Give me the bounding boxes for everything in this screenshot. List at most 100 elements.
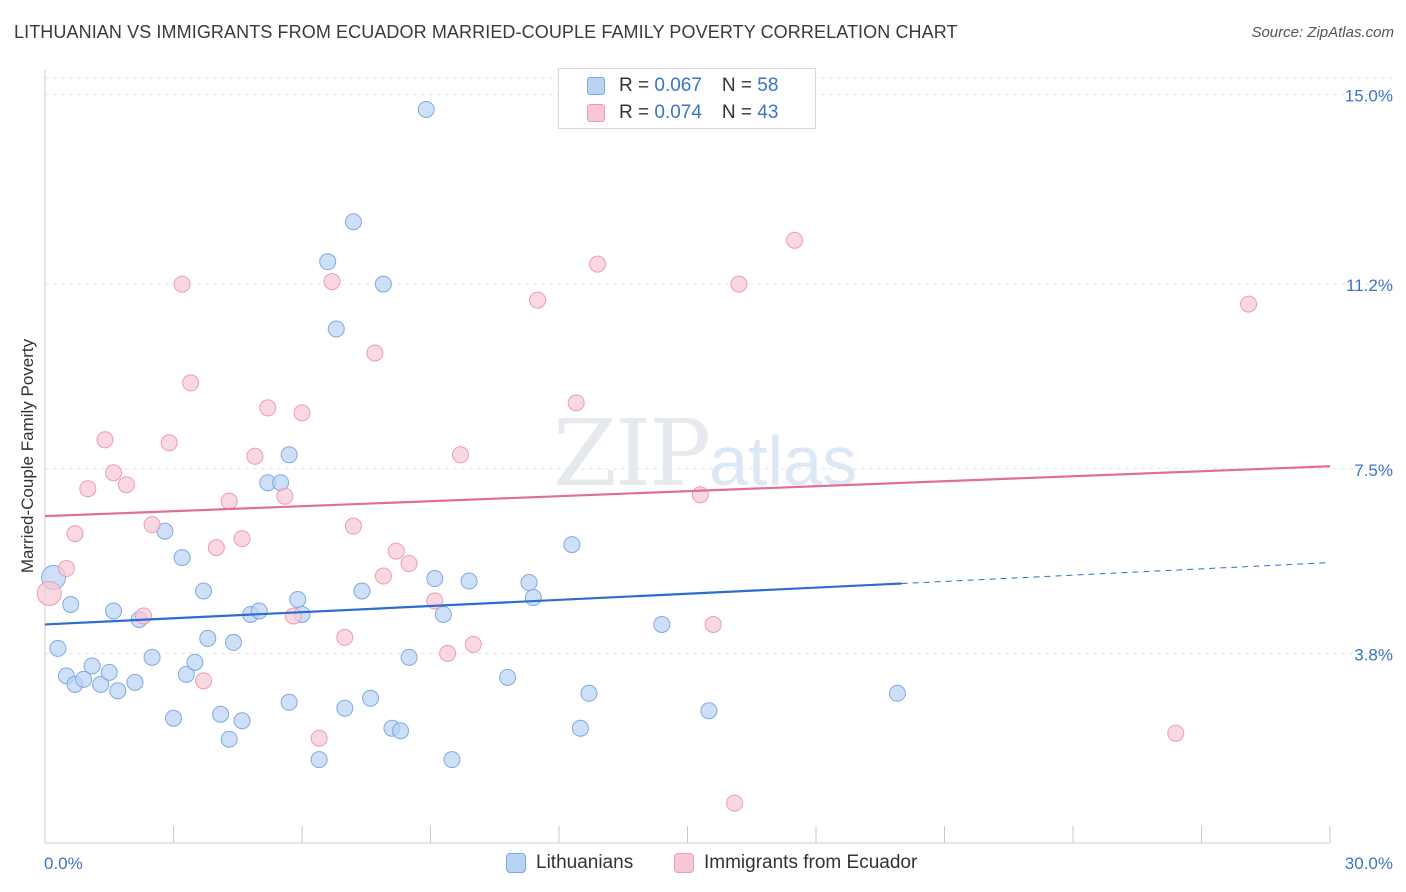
point-lithuanians	[289, 590, 307, 608]
legend-n-value: 58	[757, 75, 779, 96]
point-ecuador	[79, 480, 97, 498]
legend-n-label: N =	[721, 102, 758, 123]
point-ecuador	[276, 487, 294, 505]
point-lithuanians	[83, 657, 101, 675]
point-ecuador	[194, 672, 212, 690]
point-lithuanians	[327, 320, 345, 338]
watermark-zip: ZIP	[553, 400, 711, 507]
point-ecuador	[726, 794, 744, 812]
point-ecuador	[589, 255, 607, 273]
point-lithuanians	[165, 709, 182, 727]
point-ecuador	[336, 628, 354, 646]
point-lithuanians	[392, 722, 410, 740]
point-lithuanians	[310, 751, 328, 769]
point-lithuanians	[571, 719, 589, 737]
point-lithuanians	[417, 100, 435, 118]
point-ecuador	[284, 607, 302, 625]
point-ecuador	[704, 615, 722, 633]
point-lithuanians	[224, 633, 242, 651]
point-lithuanians	[75, 670, 93, 688]
legend-item-label: Immigrants from Ecuador	[704, 852, 918, 873]
point-lithuanians	[400, 648, 418, 666]
legend-swatch-pink	[587, 104, 605, 122]
point-lithuanians	[499, 668, 517, 686]
source-label: Source: ZipAtlas.com	[1251, 24, 1394, 41]
point-ecuador	[730, 275, 748, 293]
point-ecuador	[173, 275, 191, 293]
point-lithuanians	[280, 446, 298, 464]
point-ecuador	[143, 516, 161, 534]
point-ecuador	[786, 231, 804, 249]
point-lithuanians	[460, 572, 478, 590]
legend-swatch-blue	[587, 77, 605, 95]
y-tick-label: 11.2%	[1346, 276, 1393, 295]
x-tick-label: 30.0%	[1345, 854, 1393, 873]
point-ecuador	[529, 291, 547, 309]
point-ecuador	[400, 555, 418, 573]
legend-row-ecuador: R = 0.074 N = 43	[587, 101, 778, 125]
y-tick-label: 15.0%	[1345, 87, 1393, 106]
legend-r-label: R =	[619, 75, 655, 96]
point-lithuanians	[186, 653, 204, 671]
point-ecuador	[259, 399, 277, 417]
stats-legend: R = 0.067 N = 58 R = 0.074 N = 43	[558, 68, 816, 129]
point-ecuador	[323, 273, 341, 291]
point-ecuador	[464, 635, 482, 653]
legend-swatch-pink	[674, 853, 694, 873]
point-lithuanians	[212, 705, 230, 723]
point-lithuanians	[353, 582, 371, 600]
point-lithuanians	[173, 549, 191, 567]
y-tick-label: 7.5%	[1354, 461, 1393, 480]
point-lithuanians	[888, 684, 906, 702]
point-lithuanians	[126, 673, 144, 691]
series-legend: Lithuanians Immigrants from Ecuador	[0, 852, 1406, 876]
point-lithuanians	[280, 693, 298, 711]
point-lithuanians	[233, 712, 251, 730]
point-lithuanians	[580, 684, 598, 702]
point-lithuanians	[362, 689, 380, 707]
point-lithuanians	[563, 536, 581, 554]
point-ecuador	[310, 729, 328, 747]
point-ecuador	[57, 560, 75, 578]
point-lithuanians	[105, 602, 123, 620]
point-lithuanians	[194, 582, 212, 600]
legend-item-ecuador[interactable]: Immigrants from Ecuador	[674, 852, 917, 874]
legend-r-value: 0.067	[654, 75, 702, 96]
legend-row-lithuanians: R = 0.067 N = 58	[587, 74, 778, 98]
x-tick-label: 0.0%	[44, 854, 83, 873]
point-lithuanians	[524, 588, 542, 606]
point-ecuador	[1240, 295, 1258, 313]
point-ecuador	[36, 581, 62, 606]
point-ecuador	[439, 644, 457, 662]
point-ecuador	[160, 434, 178, 452]
legend-r-label: R =	[619, 102, 655, 123]
point-ecuador	[135, 607, 153, 625]
point-ecuador	[220, 492, 238, 510]
legend-swatch-blue	[506, 853, 526, 873]
point-lithuanians	[49, 639, 67, 657]
point-lithuanians	[199, 629, 217, 647]
point-lithuanians	[250, 602, 268, 620]
point-ecuador	[387, 542, 405, 560]
point-lithuanians	[319, 253, 337, 271]
y-axis-label: Married-Couple Family Poverty	[18, 338, 37, 574]
point-ecuador	[207, 539, 225, 557]
point-ecuador	[366, 344, 384, 362]
legend-r-value: 0.074	[654, 102, 702, 123]
point-ecuador	[182, 374, 200, 392]
point-lithuanians	[100, 663, 118, 681]
point-ecuador	[233, 530, 251, 548]
point-lithuanians	[143, 648, 161, 666]
legend-item-lithuanians[interactable]: Lithuanians	[506, 852, 633, 874]
point-lithuanians	[109, 682, 127, 700]
point-lithuanians	[700, 702, 718, 720]
point-ecuador	[374, 567, 392, 585]
point-lithuanians	[220, 730, 238, 748]
trend-line-extension	[901, 562, 1331, 585]
point-lithuanians	[92, 675, 110, 693]
point-lithuanians	[177, 665, 195, 683]
point-lithuanians	[336, 699, 354, 717]
point-ecuador	[451, 446, 469, 464]
point-lithuanians	[520, 574, 538, 592]
